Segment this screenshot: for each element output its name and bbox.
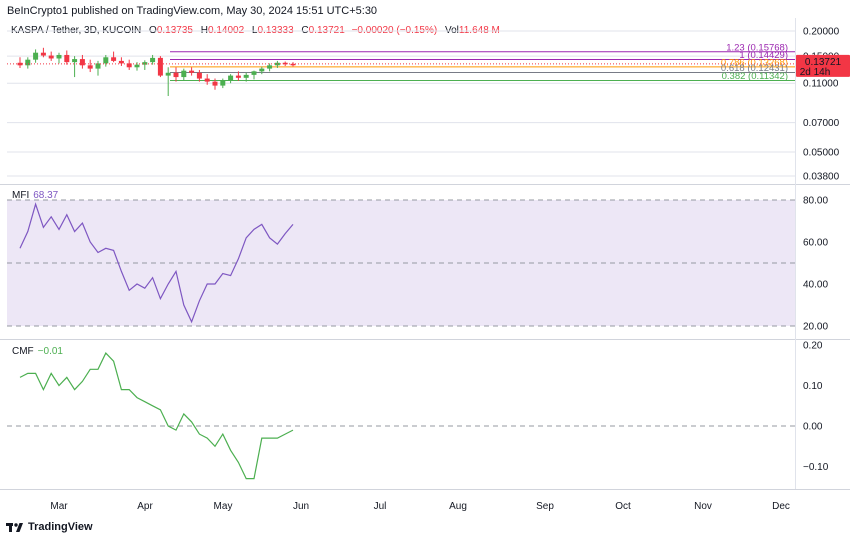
candle-body (87, 65, 93, 69)
candle-body (267, 65, 273, 69)
mfi-tick-label: 40.00 (803, 280, 828, 291)
last-price-badge-value: 0.13721 (805, 57, 842, 68)
mfi-line (19, 202, 294, 324)
candle-body (134, 64, 140, 68)
candle-body (142, 62, 148, 65)
candle-body (243, 74, 249, 78)
mfi-legend[interactable]: MFI 68.37 (12, 190, 58, 201)
candle-body (72, 59, 78, 63)
price-tick-label: 0.07000 (803, 118, 840, 129)
fib-level-label: 0.786 (0.13268) (721, 57, 788, 68)
mfi-band-fill (7, 200, 795, 326)
candle-body (290, 63, 296, 66)
candle-body (126, 63, 132, 68)
candle-body (235, 75, 241, 78)
candle-body (111, 57, 117, 61)
mfi-tick-label: 80.00 (803, 196, 828, 207)
candle-body (118, 60, 124, 64)
candle-body (220, 80, 226, 86)
mfi-title: MFI (12, 190, 30, 201)
cmf-tick-label: 0.20 (803, 341, 823, 352)
mfi-tick-label: 60.00 (803, 238, 828, 249)
candle-body (165, 72, 171, 76)
candle-body (251, 71, 257, 75)
cmf-current-value: −0.01 (37, 346, 63, 357)
candle-body (157, 57, 163, 76)
candle-body (103, 57, 109, 64)
candle-body (282, 62, 288, 65)
last-price-badge (796, 54, 850, 77)
candle-body (204, 78, 210, 82)
tradingview-footer[interactable]: TradingView (6, 521, 93, 533)
candle-body (228, 75, 234, 81)
candle-body (259, 68, 265, 72)
time-tick-label: Sep (536, 501, 554, 512)
cmf-title: CMF (12, 346, 34, 357)
price-tick-label: 0.05000 (803, 148, 840, 159)
cmf-tick-label: 0.10 (803, 381, 823, 392)
candle-body (25, 59, 31, 66)
time-tick-label: Oct (615, 501, 631, 512)
time-tick-label: Nov (694, 501, 712, 512)
mfi-tick-label: 20.00 (803, 322, 828, 333)
time-tick-label: Jul (374, 501, 387, 512)
cmf-line (19, 352, 294, 480)
candle-body (40, 52, 46, 56)
footer-brand: TradingView (28, 521, 93, 533)
time-tick-label: Aug (449, 501, 467, 512)
time-tick-label: Mar (50, 501, 68, 512)
fib-level-label: 0.382 (0.11342) (722, 71, 788, 82)
time-tick-label: Jun (293, 501, 309, 512)
candle-body (95, 63, 101, 69)
time-tick-label: Apr (137, 501, 153, 512)
candle-body (212, 81, 218, 86)
fib-level-label: 1 (0.14429) (739, 50, 788, 61)
candle-body (79, 59, 85, 66)
cmf-tick-label: 0.00 (803, 422, 823, 433)
fib-level-label: 0.618 (0.12431) (721, 63, 788, 74)
mfi-current-value: 68.37 (33, 190, 59, 201)
price-tick-label: 0.11000 (803, 79, 839, 90)
countdown-text: 2d 14h (800, 67, 831, 78)
candle-body (150, 57, 156, 63)
candle-body (189, 70, 195, 73)
candle-body (64, 54, 70, 63)
candle-body (56, 54, 62, 59)
publisher-line: BeInCrypto1 published on TradingView.com… (7, 5, 378, 17)
candle-body (33, 52, 39, 60)
tradingview-logo-icon (6, 522, 23, 532)
candle-body (48, 55, 54, 59)
candle-body (181, 70, 187, 78)
candle-body (173, 72, 179, 78)
price-tick-label: 0.20000 (803, 27, 840, 38)
price-tick-label: 0.03800 (803, 172, 840, 183)
cmf-tick-label: −0.10 (803, 462, 829, 473)
time-tick-label: Dec (772, 501, 790, 512)
candle-body (196, 72, 202, 79)
fib-level-label: 1.23 (0.15768) (726, 42, 788, 53)
time-tick-label: May (214, 501, 233, 512)
cmf-legend[interactable]: CMF −0.01 (12, 346, 63, 357)
